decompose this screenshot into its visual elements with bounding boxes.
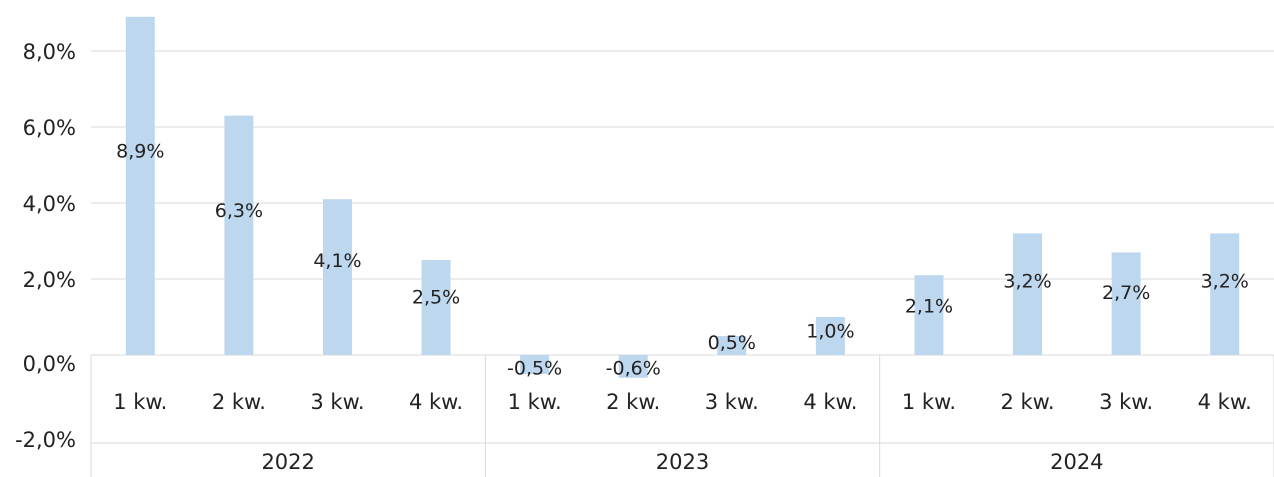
x-tick-label: 1 kw. (902, 390, 956, 414)
bar (125, 16, 155, 356)
x-tick-label: 1 kw. (508, 390, 562, 414)
y-tick-label: 2,0% (23, 268, 76, 292)
data-label: 3,2% (1201, 271, 1249, 293)
bar (1210, 233, 1240, 355)
x-tick-label: 3 kw. (310, 390, 364, 414)
x-tick-label: 4 kw. (1198, 390, 1252, 414)
x-tick-label: 4 kw. (409, 390, 463, 414)
bar (1013, 233, 1043, 355)
data-label: -0,5% (507, 358, 562, 380)
data-label: 3,2% (1003, 271, 1051, 293)
x-tick-label: 3 kw. (1099, 390, 1153, 414)
data-label: 2,5% (412, 287, 460, 309)
x-tick-label: 3 kw. (705, 390, 759, 414)
bar (322, 199, 352, 355)
data-label: 4,1% (313, 250, 361, 272)
data-label: -0,6% (606, 358, 661, 380)
bar (618, 355, 648, 378)
bar (815, 317, 845, 355)
y-tick-label: 6,0% (23, 116, 76, 140)
bar (914, 275, 944, 355)
x-tick-label: 2 kw. (606, 390, 660, 414)
y-tick-label: 0,0% (23, 352, 76, 376)
data-label: 1,0% (806, 321, 854, 343)
group-label: 2022 (261, 450, 314, 474)
data-label: 6,3% (215, 200, 263, 222)
bar (224, 115, 254, 355)
data-label: 8,9% (116, 141, 164, 163)
y-tick-label: 4,0% (23, 192, 76, 216)
bar (520, 355, 550, 374)
data-label: 2,7% (1102, 282, 1150, 304)
x-tick-label: 2 kw. (212, 390, 266, 414)
x-tick-label: 2 kw. (1000, 390, 1054, 414)
bar (421, 260, 451, 355)
x-tick-label: 4 kw. (803, 390, 857, 414)
x-tick-label: 1 kw. (113, 390, 167, 414)
y-tick-label: -2,0% (15, 428, 76, 452)
bar (1111, 252, 1141, 355)
group-label: 2023 (656, 450, 709, 474)
y-tick-label: 8,0% (23, 40, 76, 64)
bar (717, 336, 747, 355)
group-label: 2024 (1050, 450, 1103, 474)
data-label: 2,1% (905, 296, 953, 318)
data-label: 0,5% (708, 332, 756, 354)
